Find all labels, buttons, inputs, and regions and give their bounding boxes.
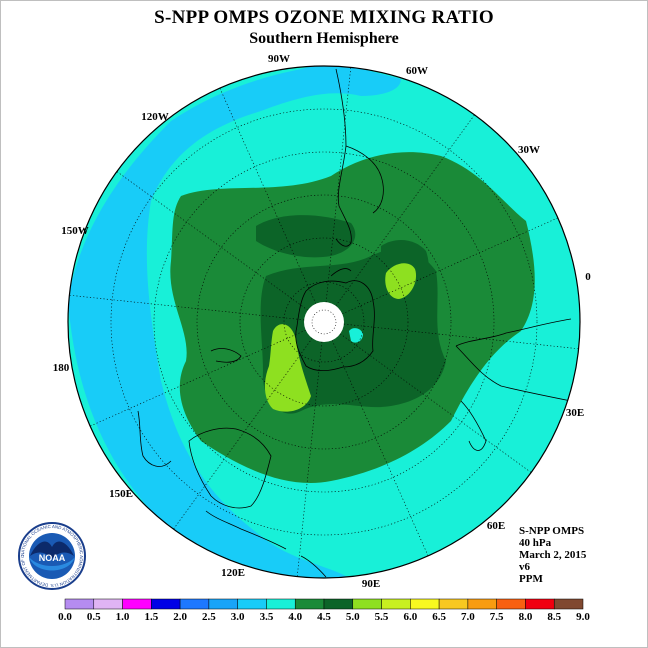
colorbar-label: 3.0 — [231, 611, 245, 623]
info-level: 40 hPa — [519, 537, 552, 549]
colorbar-cell — [352, 598, 382, 610]
colorbar-label: 0.0 — [58, 611, 72, 623]
colorbar-cell — [208, 598, 238, 610]
noaa-logo-text: NOAA — [39, 553, 66, 563]
contour-5-0-5-5-west — [264, 324, 311, 412]
colorbar-label: 0.5 — [87, 611, 101, 623]
map-title: S-NPP OMPS OZONE MIXING RATIO — [154, 7, 494, 28]
colorbar-cell — [381, 598, 411, 610]
contour-3-0-3-5 — [68, 66, 401, 578]
colorbar-label: 1.0 — [116, 611, 130, 623]
colorbar-cell — [266, 598, 296, 610]
map-boundary — [67, 65, 581, 579]
colorbar-cells — [64, 598, 584, 610]
contour-5-0-5-5-east — [385, 263, 417, 299]
lon-label-60w: 60W — [406, 65, 428, 77]
contour-pocket — [349, 328, 363, 343]
colorbar-cell — [553, 598, 584, 610]
colorbar-cell — [151, 598, 181, 610]
colorbar-cell — [438, 598, 469, 610]
lon-label-120e: 120E — [221, 567, 245, 579]
lon-label-150w: 150W — [61, 225, 89, 237]
lon-label-150e: 150E — [109, 488, 133, 500]
colorbar-cell — [294, 598, 325, 610]
colorbar-label: 2.5 — [202, 611, 216, 623]
colorbar-label: 4.5 — [317, 611, 331, 623]
colorbar-cell — [496, 598, 526, 610]
polar-data-gap — [304, 302, 344, 342]
lon-label-30w: 30W — [518, 144, 540, 156]
latitude-circles — [110, 108, 538, 536]
coastlines — [137, 68, 572, 578]
colorbar-cell — [93, 598, 123, 610]
noaa-logo: NOAA NATIONAL OCEANIC AND ATMOSPHERIC AD… — [17, 521, 86, 590]
colorbar-label: 8.0 — [519, 611, 533, 623]
info-units: PPM — [519, 573, 543, 585]
colorbar-cell — [64, 598, 95, 610]
colorbar-label: 8.5 — [547, 611, 561, 623]
lon-label-60e: 60E — [487, 520, 505, 532]
colorbar-label: 2.0 — [173, 611, 187, 623]
colorbar-cell — [525, 598, 555, 610]
lon-label-90w: 90W — [268, 53, 290, 65]
lon-label-180: 180 — [53, 362, 70, 374]
colorbar-label: 7.5 — [490, 611, 504, 623]
colorbar-cell — [323, 598, 354, 610]
info-block: S-NPP OMPS 40 hPa March 2, 2015 v6 PPM — [519, 525, 586, 585]
colorbar-cell — [122, 598, 152, 610]
lon-label-120w: 120W — [141, 111, 169, 123]
polar-circle — [311, 309, 337, 335]
colorbar-cell — [237, 598, 267, 610]
lon-label-30e: 30E — [566, 407, 584, 419]
colorbar-cell — [179, 598, 210, 610]
map-subtitle: Southern Hemisphere — [249, 30, 399, 47]
colorbar-label: 6.5 — [432, 611, 446, 623]
info-date: March 2, 2015 — [519, 549, 587, 561]
colorbar-labels: 0.0 0.5 1.0 1.5 2.0 2.5 3.0 3.5 4.0 4.5 5.0 5.5 6.0 6… — [58, 611, 590, 623]
colorbar-label: 6.0 — [403, 611, 417, 623]
colorbar-label: 9.0 — [576, 611, 590, 623]
lon-label-90e: 90E — [362, 578, 380, 590]
info-instrument: S-NPP OMPS — [519, 525, 585, 537]
colorbar-label: 3.5 — [260, 611, 274, 623]
colorbar-label: 4.0 — [288, 611, 302, 623]
colorbar-label: 5.5 — [375, 611, 389, 623]
colorbar-label: 5.0 — [346, 611, 360, 623]
lon-label-0: 0 — [585, 271, 591, 283]
colorbar-cell — [410, 598, 440, 610]
colorbar-label: 7.0 — [461, 611, 475, 623]
info-version: v6 — [519, 561, 530, 573]
ozone-field — [68, 66, 580, 578]
colorbar-cell — [467, 598, 497, 610]
colorbar-label: 1.5 — [144, 611, 158, 623]
